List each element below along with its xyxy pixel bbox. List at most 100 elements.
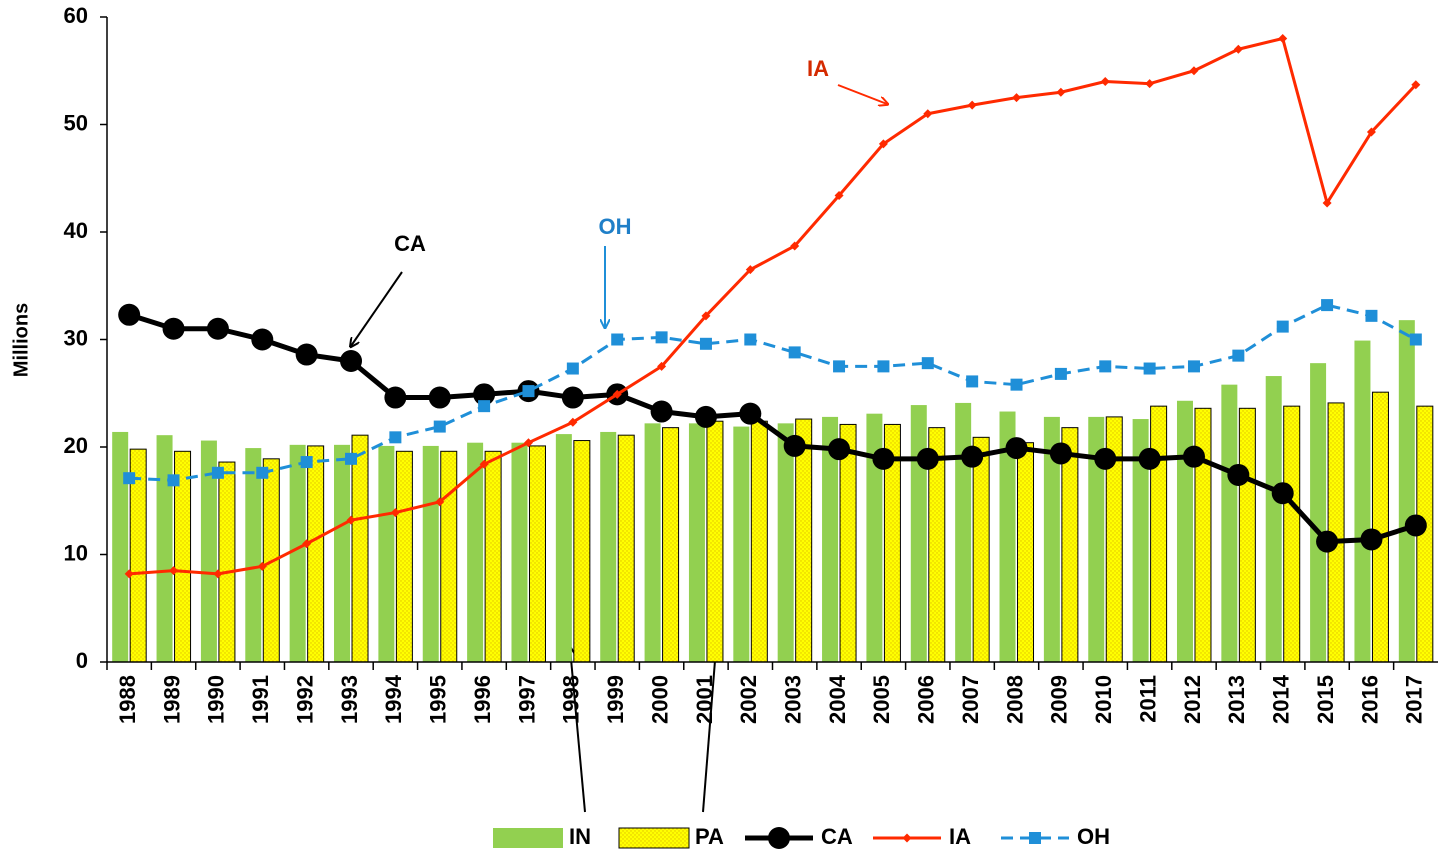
marker xyxy=(877,360,890,373)
marker xyxy=(1143,362,1156,375)
x-tick-label: 1992 xyxy=(292,675,317,724)
marker xyxy=(1189,66,1199,76)
y-tick-label: 40 xyxy=(64,218,88,243)
bar xyxy=(1310,363,1327,662)
bar xyxy=(662,427,680,663)
legend-label: IA xyxy=(949,824,971,849)
bar xyxy=(750,420,768,663)
arrows xyxy=(351,84,887,813)
bar xyxy=(910,405,927,662)
marker xyxy=(433,420,446,433)
marker xyxy=(694,405,717,428)
marker xyxy=(788,346,801,359)
marker xyxy=(300,456,313,469)
marker xyxy=(739,402,762,425)
marker xyxy=(1271,482,1294,505)
bar xyxy=(1017,442,1035,663)
marker xyxy=(1145,79,1155,89)
marker xyxy=(389,431,402,444)
marker xyxy=(1049,442,1072,465)
marker xyxy=(251,328,274,351)
marker xyxy=(473,383,496,406)
marker xyxy=(390,508,400,518)
x-tick-label: 2012 xyxy=(1180,675,1205,724)
marker xyxy=(1005,437,1028,460)
bar xyxy=(644,423,661,662)
bar xyxy=(289,444,306,662)
x-tick-label: 2003 xyxy=(780,675,805,724)
marker xyxy=(302,539,312,549)
marker xyxy=(118,303,141,326)
legend-label: OH xyxy=(1077,824,1110,849)
marker xyxy=(213,569,223,579)
marker xyxy=(878,139,888,149)
bar xyxy=(839,423,857,663)
annotation: OH xyxy=(599,214,632,239)
marker xyxy=(522,385,535,398)
marker xyxy=(1404,514,1427,537)
marker xyxy=(961,445,984,468)
x-tick-label: 2002 xyxy=(736,675,761,724)
bar xyxy=(528,445,546,663)
legend-swatch xyxy=(618,827,690,849)
marker xyxy=(768,827,790,849)
marker xyxy=(655,331,668,344)
marker xyxy=(211,466,224,479)
marker xyxy=(1227,463,1250,486)
x-tick-label: 2008 xyxy=(1002,675,1027,724)
marker xyxy=(1411,80,1421,90)
marker xyxy=(384,386,407,409)
marker xyxy=(966,375,979,388)
x-tick-label: 2004 xyxy=(825,674,850,724)
marker xyxy=(902,833,912,843)
marker xyxy=(561,386,584,409)
annotation: IA xyxy=(807,56,829,81)
bar xyxy=(112,431,129,662)
marker xyxy=(921,357,934,370)
marker xyxy=(1100,77,1110,86)
marker xyxy=(611,333,624,346)
marker xyxy=(1316,530,1339,553)
marker xyxy=(1056,87,1066,97)
marker xyxy=(701,311,711,321)
marker xyxy=(967,100,977,110)
x-tick-label: 2006 xyxy=(914,675,939,724)
bar xyxy=(1238,407,1256,663)
y-tick-label: 50 xyxy=(64,110,88,135)
marker xyxy=(1094,447,1117,470)
bar xyxy=(733,426,750,662)
x-tick-label: 1995 xyxy=(426,675,451,724)
x-tick-label: 1993 xyxy=(337,675,362,724)
marker xyxy=(657,361,667,371)
bar xyxy=(706,420,724,663)
marker xyxy=(568,417,578,427)
legend-label: CA xyxy=(821,824,853,849)
marker xyxy=(1278,34,1288,43)
marker xyxy=(650,400,673,423)
x-tick-label: 2000 xyxy=(647,675,672,724)
marker xyxy=(428,386,451,409)
bar xyxy=(1221,384,1238,662)
bar xyxy=(1371,391,1389,663)
marker xyxy=(479,459,489,469)
marker xyxy=(1138,447,1161,470)
bar xyxy=(1398,320,1415,662)
x-tick-label: 1997 xyxy=(514,675,539,724)
marker xyxy=(435,497,445,507)
marker xyxy=(1276,320,1289,333)
line xyxy=(129,37,1417,576)
y-tick-label: 10 xyxy=(64,540,88,565)
bar xyxy=(422,445,439,662)
marker xyxy=(834,190,844,200)
bar xyxy=(307,445,325,663)
marker xyxy=(612,389,622,399)
marker xyxy=(790,241,800,251)
x-tick-label: 2016 xyxy=(1357,675,1382,724)
x-tick-label: 1999 xyxy=(603,675,628,724)
marker xyxy=(346,515,356,525)
bar xyxy=(688,423,705,662)
marker xyxy=(1360,528,1383,551)
legend-item: PA xyxy=(618,824,724,849)
bar xyxy=(200,440,217,662)
